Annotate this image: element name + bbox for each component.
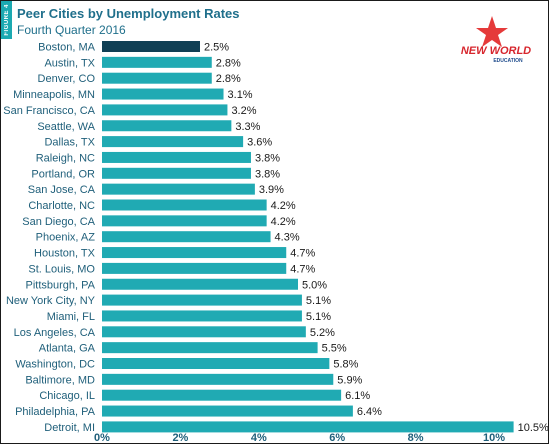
value-label: 4.3%	[275, 232, 300, 244]
value-label: 5.1%	[306, 295, 331, 307]
category-label: Phoenix, AZ	[36, 232, 96, 244]
bar	[102, 231, 271, 243]
value-label: 3.8%	[255, 168, 280, 180]
value-label: 5.5%	[322, 343, 347, 355]
category-label: Minneapolis, MN	[13, 89, 95, 101]
bar	[102, 136, 244, 148]
bar	[102, 199, 267, 211]
category-label: Dallas, TX	[44, 137, 95, 149]
value-label: 2.8%	[216, 73, 241, 85]
category-label: Charlotte, NC	[28, 200, 95, 212]
value-label: 4.7%	[290, 263, 315, 275]
value-label: 5.0%	[302, 279, 327, 291]
category-label: San Diego, CA	[22, 216, 95, 228]
x-tick-label: 0%	[94, 432, 110, 444]
bar	[102, 421, 514, 433]
bar	[102, 294, 302, 306]
bar	[102, 215, 267, 227]
value-label: 2.8%	[216, 57, 241, 69]
category-label: Denver, CO	[38, 73, 96, 85]
figure-tag: FIGURE 4	[1, 1, 12, 39]
value-label: 3.2%	[231, 105, 256, 117]
value-label: 3.1%	[228, 89, 253, 101]
category-label: San Francisco, CA	[3, 105, 95, 117]
x-tick-label: 2%	[172, 432, 188, 444]
category-label: Baltimore, MD	[25, 374, 95, 386]
category-label: Los Angeles, CA	[14, 327, 96, 339]
value-label: 3.6%	[247, 137, 272, 149]
value-label: 4.7%	[290, 248, 315, 260]
bar	[102, 120, 232, 132]
logo-star-icon	[476, 16, 508, 47]
bar	[102, 389, 342, 401]
category-label: Seattle, WA	[37, 121, 95, 133]
x-tick-label: 6%	[329, 432, 345, 444]
value-label: 4.2%	[271, 200, 296, 212]
logo-line1: NEW WORLD	[461, 45, 531, 57]
value-label: 5.2%	[310, 327, 335, 339]
bar	[102, 72, 212, 84]
x-tick-label: 4%	[251, 432, 267, 444]
value-label: 5.9%	[337, 374, 362, 386]
value-label: 3.3%	[235, 121, 260, 133]
category-label: Miami, FL	[47, 311, 95, 323]
category-label: Boston, MA	[38, 42, 96, 54]
bar	[102, 41, 200, 52]
bar	[102, 326, 306, 338]
bar	[102, 373, 334, 385]
bar	[102, 56, 212, 68]
bar	[102, 247, 287, 259]
category-label: New York City, NY	[6, 295, 96, 307]
bar	[102, 310, 302, 322]
bar	[102, 183, 255, 195]
chart-title: Peer Cities by Unemployment Rates	[17, 6, 240, 21]
bar	[102, 167, 251, 179]
bar	[102, 278, 298, 290]
category-label: Portland, OR	[31, 168, 95, 180]
category-label: Pittsburgh, PA	[26, 279, 96, 291]
logo-line2: EDUCATION	[493, 58, 523, 64]
category-label: San Jose, CA	[28, 184, 96, 196]
category-label: Raleigh, NC	[36, 152, 95, 164]
value-label: 3.9%	[259, 184, 284, 196]
bar	[102, 358, 330, 369]
category-label: Detroit, MI	[44, 422, 95, 434]
value-label: 10.5%	[518, 422, 549, 434]
category-label: Chicago, IL	[39, 390, 95, 402]
x-tick-label: 8%	[408, 432, 424, 444]
bar	[102, 405, 353, 417]
value-label: 2.5%	[204, 42, 229, 54]
chart-subtitle: Fourth Quarter 2016	[17, 23, 126, 37]
bar	[102, 262, 287, 274]
category-label: Washington, DC	[15, 359, 95, 371]
category-label: Atlanta, GA	[39, 343, 96, 355]
bar	[102, 342, 318, 354]
category-label: Houston, TX	[34, 248, 96, 260]
value-label: 3.8%	[255, 152, 280, 164]
value-label: 6.1%	[345, 390, 370, 402]
category-label: Austin, TX	[44, 57, 95, 69]
value-label: 5.8%	[333, 359, 358, 371]
bar	[102, 104, 228, 116]
category-label: Philadelphia, PA	[15, 406, 96, 418]
category-label: St. Louis, MO	[28, 263, 95, 275]
bar	[102, 88, 224, 100]
value-label: 6.4%	[357, 406, 382, 418]
value-label: 5.1%	[306, 311, 331, 323]
new-world-education-logo: NEW WORLD EDUCATION	[461, 16, 531, 64]
value-label: 4.2%	[271, 216, 296, 228]
bar	[102, 151, 251, 163]
x-tick-label: 10%	[483, 432, 505, 444]
